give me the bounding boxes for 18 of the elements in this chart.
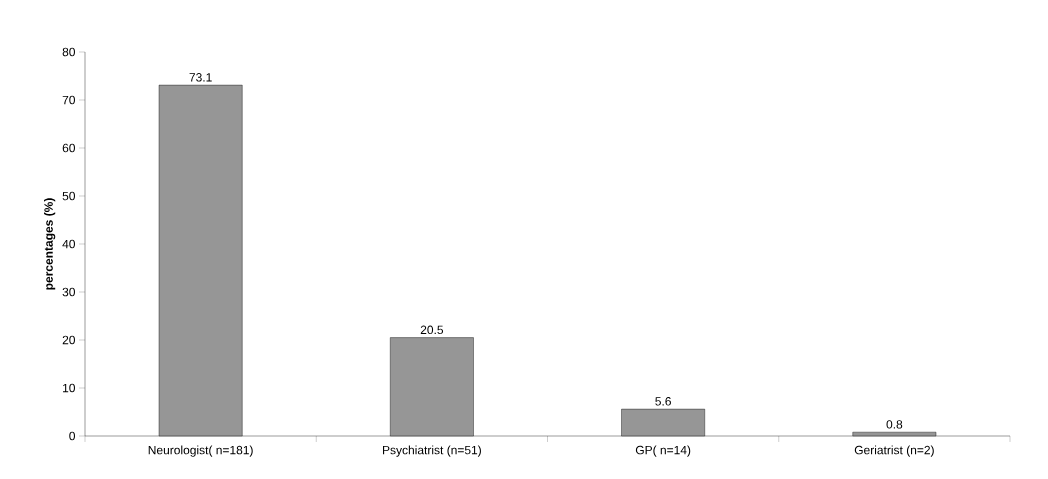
- data-label: 5.6: [655, 397, 671, 406]
- x-tick-label: GP( n=14): [635, 445, 691, 457]
- y-tick-label: 80: [62, 47, 75, 57]
- x-tick-label: Psychiatrist (n=51): [383, 445, 481, 457]
- data-label: 0.8: [886, 420, 903, 429]
- y-tick-label: 20: [62, 335, 75, 345]
- y-tick-label: 50: [62, 191, 75, 201]
- y-tick-label: 40: [62, 239, 75, 249]
- x-tick-label: Geriatrist (n=2): [854, 445, 934, 457]
- y-tick-label: 60: [62, 143, 75, 153]
- data-label: 20.5: [420, 325, 444, 335]
- y-tick-label: 70: [62, 95, 75, 105]
- y-tick-label: 0: [69, 431, 76, 441]
- y-axis-title: percentages (%): [44, 198, 56, 290]
- data-label: 73.1: [189, 73, 212, 82]
- y-tick-label: 10: [63, 383, 75, 393]
- y-tick-label: 30: [62, 287, 75, 297]
- x-tick-label: Neurologist( n=181): [148, 445, 253, 457]
